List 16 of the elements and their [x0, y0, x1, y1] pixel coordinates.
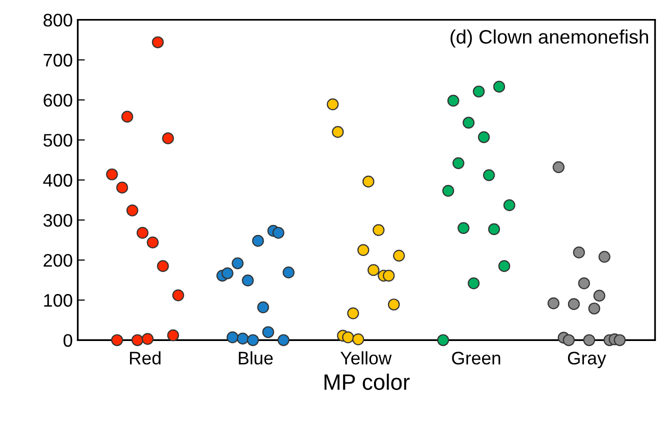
y-tick-label: 200	[44, 254, 72, 267]
y-tick-label: 300	[43, 214, 72, 227]
y-tick-label: 0	[64, 334, 72, 347]
y-tick-label: 500	[44, 134, 72, 147]
x-tick-label: Green	[452, 352, 500, 365]
y-tick-label: 600	[44, 94, 72, 107]
y-tick-label: 100	[44, 294, 72, 307]
y-tick-label: 700	[44, 54, 72, 67]
x-tick-label: Blue	[238, 351, 273, 365]
x-axis-title: MP color	[324, 374, 410, 390]
x-tick-label: Yellow	[340, 351, 392, 365]
y-tick-label: 800	[44, 14, 72, 27]
annotation: (d) Clown anemonefish	[450, 29, 648, 48]
x-tick-label: Gray	[568, 352, 606, 368]
x-tick-label: Red	[130, 351, 160, 365]
y-tick-label: 400	[43, 174, 72, 187]
